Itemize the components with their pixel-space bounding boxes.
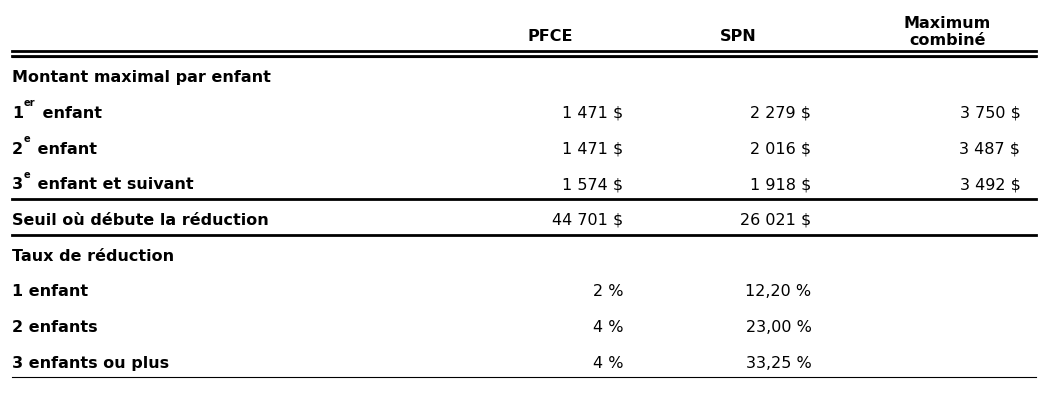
Text: 1 471 $: 1 471 $ (562, 106, 624, 121)
Text: 1: 1 (12, 106, 23, 121)
Text: Seuil où débute la réduction: Seuil où débute la réduction (12, 213, 268, 228)
Text: 3 487 $: 3 487 $ (960, 142, 1021, 157)
Text: 1 enfant: 1 enfant (12, 284, 88, 299)
Text: 3 492 $: 3 492 $ (960, 177, 1021, 192)
Text: 44 701 $: 44 701 $ (552, 213, 624, 228)
Text: e: e (23, 134, 30, 144)
Text: 4 %: 4 % (593, 356, 624, 370)
Text: 1 471 $: 1 471 $ (562, 142, 624, 157)
Text: enfant: enfant (31, 142, 96, 157)
Text: 1 918 $: 1 918 $ (750, 177, 811, 192)
Text: 2 enfants: 2 enfants (12, 320, 97, 335)
Text: Maximum: Maximum (903, 16, 991, 31)
Text: enfant et suivant: enfant et suivant (31, 177, 193, 192)
Text: 4 %: 4 % (593, 320, 624, 335)
Text: enfant: enfant (37, 106, 102, 121)
Text: 33,25 %: 33,25 % (746, 356, 811, 370)
Text: combiné: combiné (909, 33, 985, 48)
Text: 2 279 $: 2 279 $ (750, 106, 811, 121)
Text: er: er (23, 98, 35, 108)
Text: 1 574 $: 1 574 $ (562, 177, 624, 192)
Text: 12,20 %: 12,20 % (745, 284, 811, 299)
Text: PFCE: PFCE (527, 29, 573, 44)
Text: Taux de réduction: Taux de réduction (12, 249, 174, 263)
Text: 3 enfants ou plus: 3 enfants ou plus (12, 356, 169, 370)
Text: 23,00 %: 23,00 % (745, 320, 811, 335)
Text: SPN: SPN (720, 29, 757, 44)
Text: 3: 3 (12, 177, 23, 192)
Text: 2: 2 (12, 142, 23, 157)
Text: Montant maximal par enfant: Montant maximal par enfant (12, 70, 270, 85)
Text: 2 %: 2 % (593, 284, 624, 299)
Text: 26 021 $: 26 021 $ (740, 213, 811, 228)
Text: e: e (23, 170, 30, 180)
Text: 3 750 $: 3 750 $ (960, 106, 1021, 121)
Text: 2 016 $: 2 016 $ (750, 142, 811, 157)
